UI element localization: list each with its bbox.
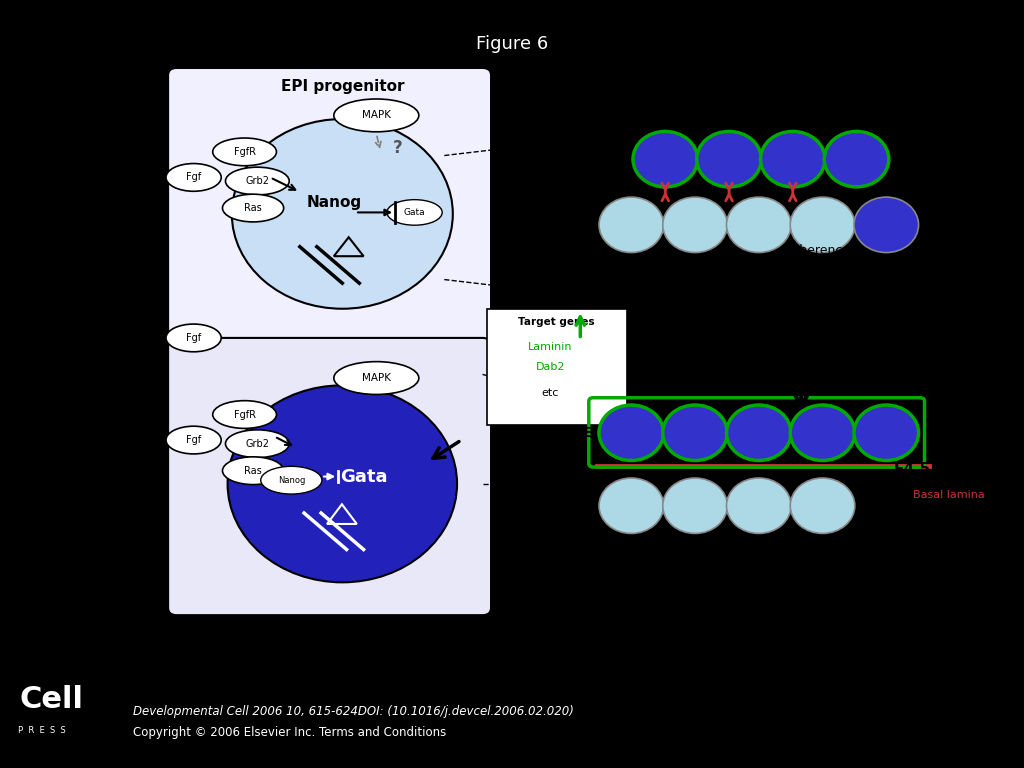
Text: MAPK: MAPK bbox=[361, 111, 391, 121]
Ellipse shape bbox=[166, 324, 221, 352]
Circle shape bbox=[599, 478, 664, 534]
Ellipse shape bbox=[213, 138, 276, 166]
Circle shape bbox=[663, 405, 727, 461]
Circle shape bbox=[854, 197, 919, 253]
Circle shape bbox=[791, 478, 855, 534]
Circle shape bbox=[726, 405, 792, 461]
Text: ?: ? bbox=[392, 139, 402, 157]
Text: Laminin: Laminin bbox=[528, 342, 572, 352]
Text: PE progenitor: PE progenitor bbox=[284, 618, 401, 634]
Text: Cell: Cell bbox=[19, 685, 84, 713]
Ellipse shape bbox=[334, 99, 419, 132]
Text: FgfR: FgfR bbox=[233, 409, 256, 419]
Text: Fgf: Fgf bbox=[186, 333, 201, 343]
Ellipse shape bbox=[222, 194, 284, 222]
Circle shape bbox=[696, 131, 761, 187]
Text: Nanog: Nanog bbox=[306, 195, 361, 210]
Circle shape bbox=[663, 197, 727, 253]
Circle shape bbox=[231, 119, 453, 309]
Text: Fgf: Fgf bbox=[186, 435, 201, 445]
Ellipse shape bbox=[261, 466, 322, 494]
Circle shape bbox=[854, 405, 919, 461]
Text: Ras: Ras bbox=[244, 465, 262, 475]
Ellipse shape bbox=[166, 164, 221, 191]
Text: EPI progenitor: EPI progenitor bbox=[281, 78, 404, 94]
Text: Grb2: Grb2 bbox=[246, 176, 269, 186]
Text: E4.5: E4.5 bbox=[893, 462, 931, 477]
Circle shape bbox=[726, 197, 792, 253]
Text: Developmental Cell 2006 10, 615-624DOI: (10.1016/j.devcel.2006.02.020): Developmental Cell 2006 10, 615-624DOI: … bbox=[133, 705, 574, 718]
Text: Copyright © 2006 Elsevier Inc. Terms and Conditions: Copyright © 2006 Elsevier Inc. Terms and… bbox=[133, 726, 446, 739]
Ellipse shape bbox=[166, 426, 221, 454]
Circle shape bbox=[791, 405, 855, 461]
Ellipse shape bbox=[387, 200, 442, 225]
Text: Sorting out: Sorting out bbox=[835, 364, 904, 377]
Text: E3.5: E3.5 bbox=[893, 184, 931, 200]
Text: Adherence
difference: Adherence difference bbox=[784, 243, 851, 272]
Text: FgfR: FgfR bbox=[233, 147, 256, 157]
Text: Dab2: Dab2 bbox=[536, 362, 565, 372]
Circle shape bbox=[824, 131, 889, 187]
Ellipse shape bbox=[225, 167, 289, 195]
Ellipse shape bbox=[334, 362, 419, 395]
Circle shape bbox=[761, 131, 825, 187]
Text: etc: etc bbox=[542, 388, 559, 398]
Text: Gata: Gata bbox=[340, 468, 387, 485]
Ellipse shape bbox=[225, 430, 289, 458]
Text: Basal lamina: Basal lamina bbox=[913, 490, 985, 500]
Text: EPI: EPI bbox=[568, 498, 593, 513]
Ellipse shape bbox=[222, 457, 284, 485]
FancyBboxPatch shape bbox=[168, 338, 492, 615]
Circle shape bbox=[791, 197, 855, 253]
Text: Ras: Ras bbox=[244, 203, 262, 213]
Text: Target genes: Target genes bbox=[518, 317, 595, 327]
Circle shape bbox=[227, 386, 457, 582]
Ellipse shape bbox=[213, 401, 276, 429]
Text: Nanog: Nanog bbox=[278, 475, 305, 485]
FancyBboxPatch shape bbox=[486, 309, 627, 425]
Text: MAPK: MAPK bbox=[361, 373, 391, 383]
Circle shape bbox=[726, 478, 792, 534]
Text: Gata: Gata bbox=[403, 208, 425, 217]
FancyBboxPatch shape bbox=[168, 68, 492, 346]
Circle shape bbox=[663, 478, 727, 534]
Circle shape bbox=[633, 131, 697, 187]
Circle shape bbox=[599, 405, 664, 461]
Circle shape bbox=[599, 197, 664, 253]
Text: P  R  E  S  S: P R E S S bbox=[17, 727, 66, 735]
Text: Fgf: Fgf bbox=[186, 172, 201, 183]
Text: Figure 6: Figure 6 bbox=[476, 35, 548, 52]
Text: Grb2: Grb2 bbox=[246, 439, 269, 449]
Text: PE: PE bbox=[573, 425, 593, 440]
